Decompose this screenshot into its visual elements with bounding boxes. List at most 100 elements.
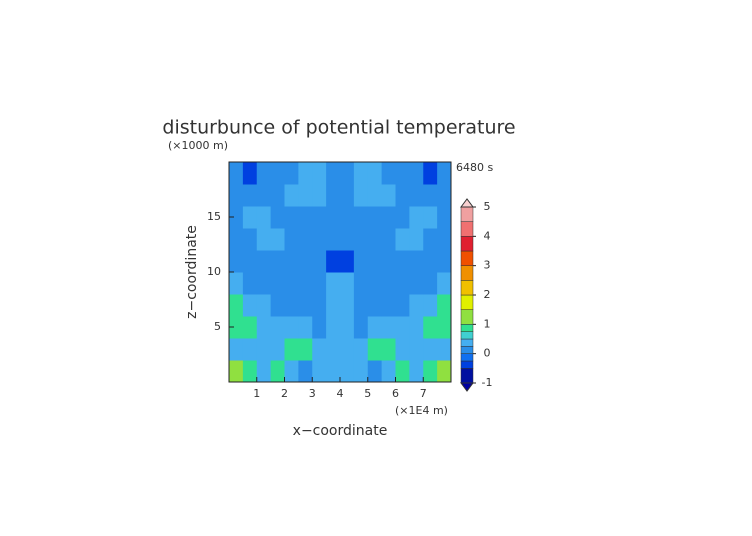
contour-cell [256,272,272,295]
contour-cell [340,162,355,185]
contour-cell [367,250,383,273]
colorbar-label: -1 [482,376,493,389]
contour-cell [423,360,438,383]
contour-cell [242,206,258,229]
contour-cell [242,338,258,361]
contour-cell [229,360,244,383]
contour-cell [367,228,383,251]
colorbar-band [460,360,474,369]
contour-cell [229,206,244,229]
contour-cell [326,184,341,207]
colorbar-band [460,338,474,347]
contour-cell [381,338,396,361]
contour-cell [242,272,258,295]
contour-cell [229,250,244,273]
contour-cell [423,338,438,361]
contour-cell [312,184,327,207]
contour-cell [437,272,452,295]
chart-title: disturbunce of potential temperature [162,117,515,139]
contour-cell [312,250,327,273]
contour-cell [256,250,272,273]
contour-cell [270,360,285,383]
colorbar-under [460,382,474,392]
contour-cell [409,162,424,185]
y-tick-label: 10 [207,265,221,278]
contour-cell [284,206,299,229]
contour-cell [256,162,272,185]
colorbar-band [460,236,474,252]
contour-cell [437,228,452,251]
contour-cell [312,294,327,317]
contour-cell [437,294,452,317]
contour-cell [395,184,410,207]
colorbar-band [460,331,474,340]
contour-cell [298,162,313,185]
contour-cell [367,184,383,207]
contour-cell [256,316,272,339]
contour-cell [423,316,438,339]
colorbar-band [460,265,474,281]
contour-cell [437,206,452,229]
contour-cell [367,360,383,383]
contour-cell [270,228,285,251]
contour-cell [284,338,299,361]
contour-cell [340,250,355,273]
contour-cell [298,228,313,251]
contour-cell [423,162,438,185]
contour-cell [242,184,258,207]
contour-cell [409,360,424,383]
colorbar-over [460,198,474,208]
colorbar-label: 4 [484,229,491,242]
contour-cell [367,206,383,229]
contour-cell [298,272,313,295]
contour-cell [367,162,383,185]
contour-cell [367,272,383,295]
contour-cell [256,338,272,361]
colorbar-label: 3 [484,259,491,272]
contour-cell [312,162,327,185]
contour-cell [353,338,369,361]
contour-cell [270,250,285,273]
contour-cell [367,338,383,361]
contour-cell [242,228,258,251]
contour-cell [326,206,341,229]
contour-cell [340,272,355,295]
contour-cell [298,294,313,317]
contour-cell [423,250,438,273]
contour-cell [326,294,341,317]
contour-cell [229,272,244,295]
contour-cell [381,272,396,295]
colorbar-band [460,309,474,325]
time-label: 6480 s [456,161,493,174]
contour-cell [312,228,327,251]
contour-cell [353,294,369,317]
contour-cell [381,206,396,229]
contour-cell [326,228,341,251]
contour-cell [256,360,272,383]
colorbar-band [460,324,474,332]
contour-cell [242,250,258,273]
contour-cell [284,162,299,185]
contour-cell [423,184,438,207]
contour-cell [395,272,410,295]
y-label: z−coordinate [184,225,200,319]
contour-cell [229,184,244,207]
contour-cell [242,316,258,339]
contour-cell [312,272,327,295]
x-tick-label: 6 [392,387,399,400]
contour-cell [437,162,452,185]
contour-cell [437,338,452,361]
contour-cell [326,272,341,295]
x-tick-label: 2 [281,387,288,400]
contour-cell [340,206,355,229]
contour-cell [381,162,396,185]
contour-cell [409,184,424,207]
contour-cell [437,360,452,383]
contour-cell [270,316,285,339]
contour-cell [284,228,299,251]
colorbar-label: 5 [484,200,491,213]
contour-cell [242,294,258,317]
contour-cell [381,228,396,251]
contour-cell [353,360,369,383]
